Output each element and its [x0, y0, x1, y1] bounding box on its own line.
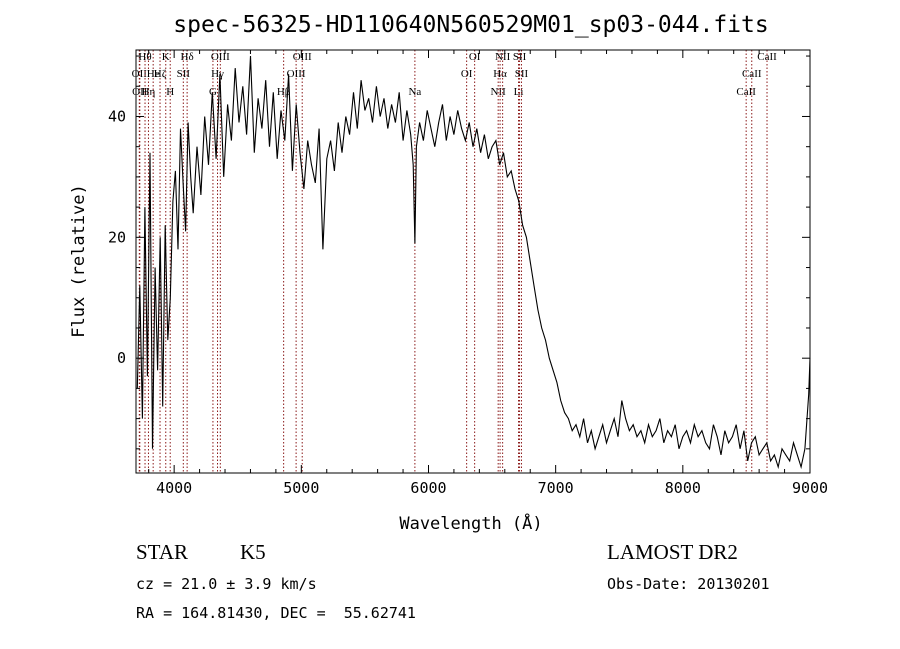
line-label-25: CaII	[736, 86, 756, 98]
line-label-23: SII	[513, 51, 527, 63]
survey-name: LAMOST DR2	[607, 540, 738, 564]
spectrum-line	[136, 55, 811, 470]
object-class: STAR	[136, 540, 188, 564]
line-label-15: OIII	[293, 51, 312, 63]
line-label-16: Na	[408, 86, 421, 98]
line-label-19: NII	[491, 86, 507, 98]
line-label-11: Hγ	[211, 68, 224, 80]
line-label-3: Hη	[142, 86, 156, 98]
coordinates: RA = 164.81430, DEC = 55.62741	[136, 604, 416, 622]
plot-frame	[135, 49, 811, 474]
line-label-10: G	[209, 86, 217, 98]
line-label-9: Hδ	[181, 51, 194, 63]
line-label-14: OIII	[287, 68, 306, 80]
y-tick-label-1: 20	[108, 228, 126, 246]
y-tick-label-0: 0	[117, 349, 126, 367]
x-tick-label-0: 4000	[156, 479, 192, 497]
redshift-readout: cz = 21.0 ± 3.9 km/s	[136, 575, 317, 593]
line-label-27: CaII	[757, 51, 777, 63]
x-tick-label-5: 9000	[792, 479, 828, 497]
line-label-6: K	[162, 51, 170, 63]
x-axis-label: Wavelength (Å)	[399, 512, 542, 534]
line-label-21: NII	[495, 51, 511, 63]
y-axis-label: Flux (relative)	[69, 184, 89, 338]
line-label-18: OI	[469, 51, 481, 63]
line-label-8: SII	[177, 68, 191, 80]
line-label-22: Li	[514, 86, 524, 98]
x-tick-label-1: 5000	[283, 479, 319, 497]
chart-title: spec-56325-HD110640N560529M01_sp03-044.f…	[173, 12, 768, 38]
line-label-12: OIII	[211, 51, 230, 63]
line-label-5: Hζ	[154, 68, 167, 80]
y-tick-label-2: 40	[108, 107, 126, 125]
x-tick-label-2: 6000	[410, 479, 446, 497]
x-tick-label-4: 8000	[665, 479, 701, 497]
line-label-17: OI	[461, 68, 473, 80]
axis-ticks: 4000 5000 6000 7000 8000 9000 0 20 40	[108, 50, 828, 497]
object-subclass: K5	[240, 540, 266, 564]
line-label-2: Hθ	[138, 51, 151, 63]
x-tick-label-3: 7000	[538, 479, 574, 497]
line-label-24: SII	[515, 68, 529, 80]
line-label-4: He	[147, 68, 160, 80]
line-label-7: H	[166, 86, 174, 98]
line-label-20: Hα	[493, 68, 507, 80]
line-label-26: CaII	[742, 68, 762, 80]
obs-date: Obs-Date: 20130201	[607, 575, 770, 593]
spectrum-series	[136, 55, 811, 470]
